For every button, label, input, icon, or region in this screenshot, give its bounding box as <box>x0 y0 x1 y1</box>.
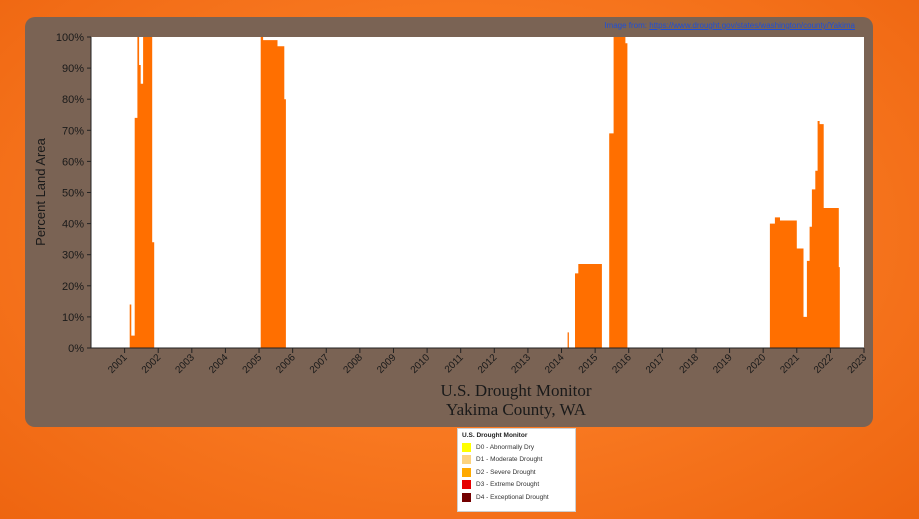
legend-label: D0 - Abnormally Dry <box>476 443 535 451</box>
chart-title: U.S. Drought Monitor <box>440 381 591 400</box>
legend-item: D1 - Moderate Drought <box>462 454 575 467</box>
source-prefix: Image from: <box>604 21 648 30</box>
y-tick-label: 60% <box>62 156 84 168</box>
source-link[interactable]: https://www.drought.gov/states/washingto… <box>649 21 855 30</box>
x-tick-label: 2011 <box>443 352 466 375</box>
legend-swatch <box>462 455 471 465</box>
x-tick-label: 2021 <box>778 352 802 376</box>
x-axis: 2001 2002 2003 2004 2005 2006 2007 2008 2009 2010… <box>91 347 870 376</box>
x-tick-label: 2017 <box>644 352 668 376</box>
legend-label: D1 - Moderate Drought <box>476 456 543 464</box>
x-tick-label: 2003 <box>173 352 197 376</box>
legend-label: D3 - Extreme Drought <box>476 481 540 489</box>
y-tick-label: 50% <box>62 188 84 200</box>
y-tick-label: 0% <box>68 343 84 355</box>
y-tick-label: 40% <box>62 219 84 231</box>
x-tick-label: 2010 <box>409 352 433 376</box>
x-tick-label: 2007 <box>308 352 332 376</box>
image-source-note: Image from: https://www.drought.gov/stat… <box>604 21 855 30</box>
x-tick-label: 2004 <box>207 352 231 376</box>
y-axis-label: Percent Land Area <box>33 137 48 245</box>
drought-area-series <box>129 37 840 348</box>
y-tick-label: 10% <box>62 312 84 324</box>
legend-item: D4 - Exceptional Drought <box>462 491 575 504</box>
x-tick-label: 2005 <box>241 352 265 376</box>
y-tick-label: 20% <box>62 281 84 293</box>
x-tick-label: 2014 <box>543 352 567 376</box>
legend-item: D2 - Severe Drought <box>462 466 575 479</box>
legend-item: D0 - Abnormally Dry <box>462 441 575 454</box>
legend-swatch <box>462 492 471 502</box>
y-tick-label: 70% <box>62 125 84 137</box>
y-tick-label: 100% <box>56 32 84 44</box>
x-tick-label: 2016 <box>610 352 634 376</box>
y-axis: 0% 10% 20% 30% 40% 50% 60% 70% 80% 90% 100% <box>56 32 92 355</box>
legend-label: D4 - Exceptional Drought <box>476 493 549 501</box>
x-tick-label: 2009 <box>375 352 399 376</box>
x-tick-label: 2015 <box>577 352 601 376</box>
x-tick-label: 2013 <box>510 352 534 376</box>
legend-swatch <box>462 480 471 490</box>
x-tick-label: 2001 <box>106 352 130 376</box>
x-tick-label: 2023 <box>846 352 870 376</box>
x-tick-label: 2008 <box>341 352 365 376</box>
x-tick-label: 2020 <box>745 352 769 376</box>
y-tick-label: 90% <box>62 63 84 75</box>
x-tick-label: 2012 <box>476 352 500 376</box>
legend-item: D3 - Extreme Drought <box>462 479 575 492</box>
x-tick-label: 2018 <box>678 352 702 376</box>
x-tick-label: 2022 <box>812 352 836 376</box>
legend-title: U.S. Drought Monitor <box>462 432 528 439</box>
plot-area <box>91 37 864 348</box>
y-tick-label: 30% <box>62 250 84 262</box>
legend-label: D2 - Severe Drought <box>476 468 536 476</box>
x-tick-label: 2019 <box>711 352 735 376</box>
chart-subtitle: Yakima County, WA <box>446 400 587 419</box>
legend-swatch <box>462 442 471 452</box>
legend-swatch <box>462 467 471 477</box>
x-tick-label: 2002 <box>140 352 164 376</box>
y-tick-label: 80% <box>62 94 84 106</box>
drought-legend: U.S. Drought Monitor D0 - Abnormally Dry… <box>457 428 576 512</box>
x-tick-label: 2006 <box>274 352 298 376</box>
